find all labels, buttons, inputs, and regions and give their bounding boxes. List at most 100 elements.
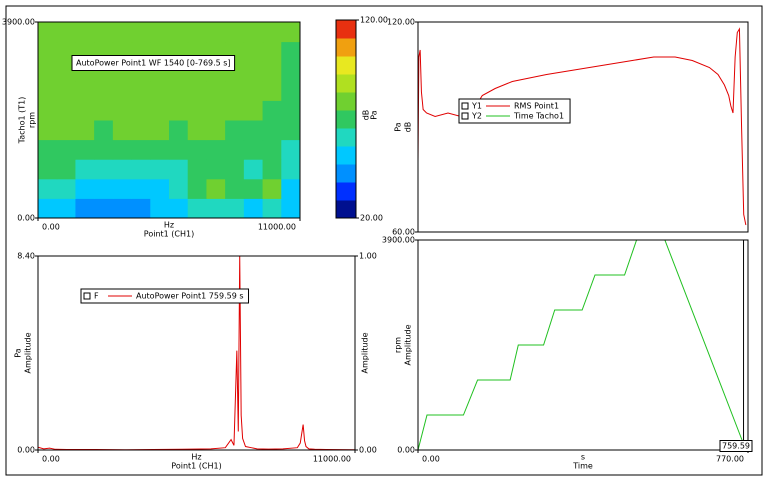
heatmap-cell <box>262 61 282 82</box>
legend-label: RMS Point1 <box>514 102 559 111</box>
heatmap-cell <box>150 159 170 180</box>
heatmap-cell <box>262 178 282 199</box>
heatmap-cell <box>281 159 301 180</box>
heatmap-cell <box>112 139 133 160</box>
heatmap-cell <box>112 120 133 141</box>
colorbar-label: dB <box>362 110 371 121</box>
y-label: Tacho1 (T1) <box>18 97 27 145</box>
x-tick-label: 0.00 <box>42 223 60 232</box>
heatmap-cell <box>112 22 133 43</box>
heatmap-cell <box>281 120 301 141</box>
legend-checkbox <box>83 292 91 300</box>
heatmap-cell <box>206 120 226 141</box>
y-unit: Pa <box>394 122 403 131</box>
heatmap-cell <box>38 198 58 219</box>
x-unit: s <box>581 453 585 462</box>
heatmap-cell <box>38 139 58 160</box>
heatmap-cell <box>281 61 301 82</box>
heatmap-cell <box>38 100 58 121</box>
heatmap-cell <box>187 80 207 101</box>
colorbar-swatch <box>336 38 356 57</box>
heatmap-cell <box>243 41 264 62</box>
x-label: Point1 (CH1) <box>144 230 194 239</box>
y-tick-label: 3900.00 <box>382 236 415 245</box>
heatmap-cell <box>281 22 301 43</box>
heatmap-cell <box>262 80 282 101</box>
heatmap-cell <box>281 100 301 121</box>
heatmap-cell <box>187 100 207 121</box>
colorbar-tick-label: 120.00 <box>360 16 388 25</box>
y-tick-label: 60.00 <box>392 228 415 237</box>
colorbar-swatch <box>336 20 356 39</box>
heatmap-cell <box>150 100 170 121</box>
legend-checkbox <box>461 102 469 110</box>
heatmap-cell <box>94 159 114 180</box>
heatmap-cell <box>206 139 226 160</box>
heatmap-cell <box>56 22 76 43</box>
heatmap-cell <box>131 100 151 121</box>
heatmap-cell <box>56 198 76 219</box>
y-tick-label: 8.40 <box>17 252 35 261</box>
legend-box <box>71 55 236 71</box>
heatmap-cell <box>75 22 95 43</box>
heatmap-cell <box>206 100 226 121</box>
y-label: Amplitude <box>24 332 33 373</box>
y2-tick-label: 0.00 <box>359 446 377 455</box>
heatmap-cell <box>225 178 245 199</box>
x-tick-label: 0.00 <box>42 455 60 464</box>
heatmap-cell <box>75 159 95 180</box>
legend-checkbox <box>461 112 469 120</box>
heatmap-cell <box>243 22 264 43</box>
heatmap-cell <box>169 139 189 160</box>
heatmap-cell <box>225 139 245 160</box>
y-tick-label: 0.00 <box>17 446 35 455</box>
heatmap-cell <box>150 22 170 43</box>
y-tick-label: 0.00 <box>17 214 35 223</box>
heatmap-cell <box>225 198 245 219</box>
heatmap-cell <box>206 198 226 219</box>
heatmap-cell <box>38 178 58 199</box>
heatmap-cell <box>56 41 76 62</box>
heatmap-cell <box>262 120 282 141</box>
x-tick-label: 770.00 <box>716 455 744 464</box>
colorbar-swatch <box>336 92 356 111</box>
heatmap-cell <box>150 178 170 199</box>
heatmap-cell <box>131 178 151 199</box>
heatmap-cell <box>187 22 207 43</box>
heatmap-cell <box>281 178 301 199</box>
heatmap-cell <box>38 22 58 43</box>
heatmap-cell <box>131 198 151 219</box>
heatmap-cell <box>187 178 207 199</box>
legend-key: F <box>94 292 99 301</box>
heatmap-cell <box>38 61 58 82</box>
heatmap-cell <box>262 41 282 62</box>
heatmap-cell <box>187 198 207 219</box>
colorbar-swatch <box>336 200 356 219</box>
heatmap-cell <box>243 178 264 199</box>
heatmap-cell <box>56 159 76 180</box>
y-label: Amplitude <box>404 324 413 365</box>
y-label: dB <box>404 122 413 133</box>
y-tick-label: 3900.00 <box>2 18 35 27</box>
colorbar-swatch <box>336 146 356 165</box>
heatmap-cell <box>94 120 114 141</box>
heatmap-cell <box>131 120 151 141</box>
heatmap-cell <box>262 139 282 160</box>
y-unit: Pa <box>14 348 23 357</box>
heatmap-cell <box>38 80 58 101</box>
heatmap-cell <box>56 120 76 141</box>
heatmap-cell <box>131 22 151 43</box>
legend-key: Y1 <box>471 102 482 111</box>
x-label: Time <box>572 462 593 471</box>
colorbar-swatch <box>336 56 356 75</box>
heatmap-cell <box>243 139 264 160</box>
plot-frame <box>37 255 356 451</box>
colorbar-swatch <box>336 128 356 147</box>
legend-box <box>458 98 571 124</box>
heatmap-cell <box>281 80 301 101</box>
heatmap-cell <box>150 120 170 141</box>
heatmap-cell <box>131 139 151 160</box>
legend-box <box>80 288 250 304</box>
series-line <box>417 239 747 451</box>
